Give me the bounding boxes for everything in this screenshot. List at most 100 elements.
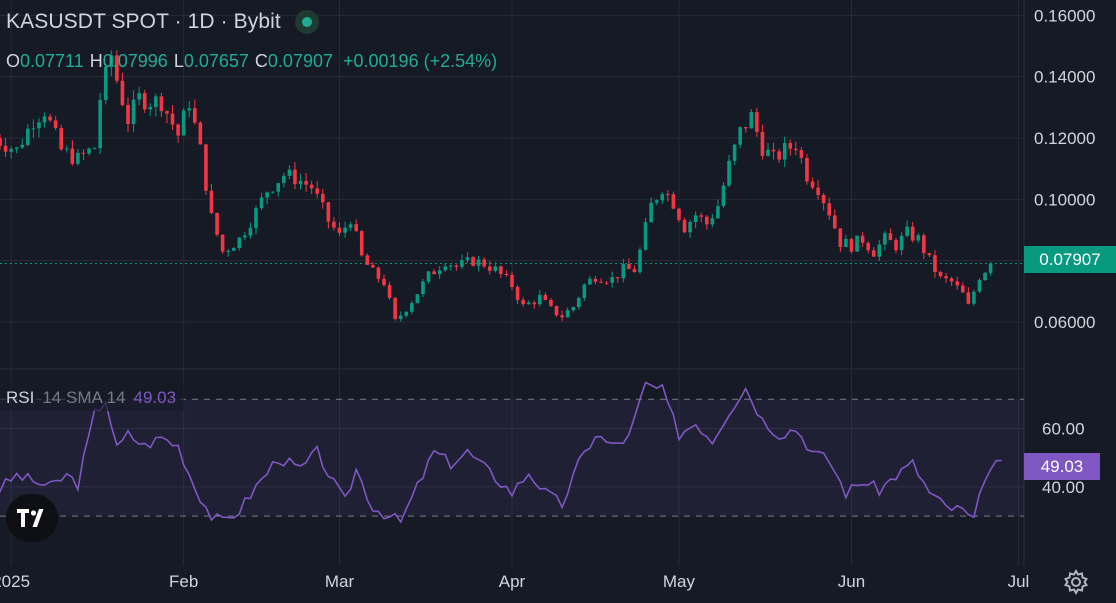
candle [716, 199, 720, 219]
candle [504, 270, 509, 277]
candle-body [777, 151, 781, 160]
candle [593, 276, 598, 285]
candle-body [337, 227, 342, 233]
candle-body [727, 160, 731, 186]
rsi-band-fill [0, 399, 1024, 517]
candle-body [910, 226, 915, 241]
rsi-legend[interactable]: RSI 14 SMA 14 49.03 [0, 385, 185, 411]
candle-body [376, 267, 381, 279]
candle [615, 277, 620, 284]
candle-body [710, 218, 715, 225]
candle-body [448, 265, 453, 267]
candle-body [983, 272, 987, 281]
candle-body [137, 93, 141, 100]
price-tick-label: 0.14000 [1034, 68, 1095, 87]
candle [37, 118, 41, 138]
candle [799, 147, 804, 164]
candle-body [599, 281, 603, 283]
candle [293, 162, 297, 190]
candle [693, 211, 698, 229]
candle-body [359, 231, 364, 256]
candle-body [960, 285, 965, 293]
candle-body [671, 194, 676, 209]
candle [682, 217, 687, 234]
candle-body [799, 150, 804, 158]
candle-body [3, 145, 8, 152]
candle [259, 192, 264, 211]
candle [482, 257, 486, 269]
candle-body [287, 169, 292, 176]
candle [460, 254, 464, 270]
candle [359, 229, 364, 257]
candle-body [215, 212, 219, 235]
candle-body [877, 244, 882, 257]
candle [343, 221, 347, 238]
candle [660, 192, 665, 205]
candle [905, 220, 909, 238]
candle [87, 147, 91, 156]
candle-body [371, 264, 375, 268]
candle-body [487, 266, 492, 271]
candle [933, 249, 937, 278]
candle [749, 109, 754, 129]
candle-body [860, 235, 865, 243]
symbol-title-row[interactable]: KASUSDT SPOT · 1D · Bybit [6, 8, 319, 36]
candle-body [92, 148, 97, 150]
candle-body [237, 237, 242, 249]
candle-body [437, 270, 442, 275]
price-tick-label: 0.12000 [1034, 129, 1095, 148]
low-value: 0.07657 [183, 50, 249, 71]
candle-body [760, 131, 765, 156]
candle-body [293, 169, 297, 185]
candle [666, 190, 670, 202]
candle-body [192, 108, 197, 123]
candle [871, 247, 876, 257]
candle [0, 134, 2, 151]
candle-body [922, 235, 926, 254]
candle-body [682, 219, 687, 233]
candle [64, 145, 69, 153]
candle-body [816, 187, 820, 195]
candle [76, 148, 80, 166]
candle-body [298, 180, 303, 185]
x-tick-label: Jul [1008, 572, 1030, 591]
candle-body [838, 228, 843, 248]
candle-body [320, 193, 325, 203]
candle-body [532, 302, 537, 305]
candle-body [326, 202, 331, 222]
candle-body [304, 180, 308, 185]
candle-body [677, 208, 681, 220]
candle-body [226, 250, 230, 252]
candle [348, 221, 353, 231]
candle-body [254, 208, 258, 228]
open-label: O [6, 50, 21, 71]
x-tick-label: Feb [169, 572, 198, 591]
candle-body [810, 181, 815, 188]
candle [671, 191, 676, 210]
candle-body [821, 194, 826, 204]
candle-body [126, 105, 130, 125]
gear-icon[interactable] [1062, 568, 1090, 596]
candle-body [944, 276, 948, 279]
candle [866, 241, 870, 254]
candle [237, 236, 242, 251]
candle [265, 191, 269, 205]
candle-body [593, 278, 598, 282]
candle [877, 239, 882, 261]
symbol-title[interactable]: KASUSDT SPOT · 1D · Bybit [6, 10, 281, 33]
candle-body [938, 272, 943, 277]
candle [354, 219, 358, 233]
tradingview-logo-icon[interactable] [6, 494, 58, 542]
candle-body [421, 281, 425, 295]
candle-body [933, 255, 937, 273]
candle [42, 112, 47, 128]
candle [710, 213, 715, 228]
candle [560, 310, 564, 322]
candle-body [98, 99, 102, 149]
candle-body [510, 274, 514, 288]
candle-body [432, 271, 436, 275]
candle-body [743, 127, 748, 129]
candle [376, 266, 381, 283]
candle [487, 260, 492, 275]
